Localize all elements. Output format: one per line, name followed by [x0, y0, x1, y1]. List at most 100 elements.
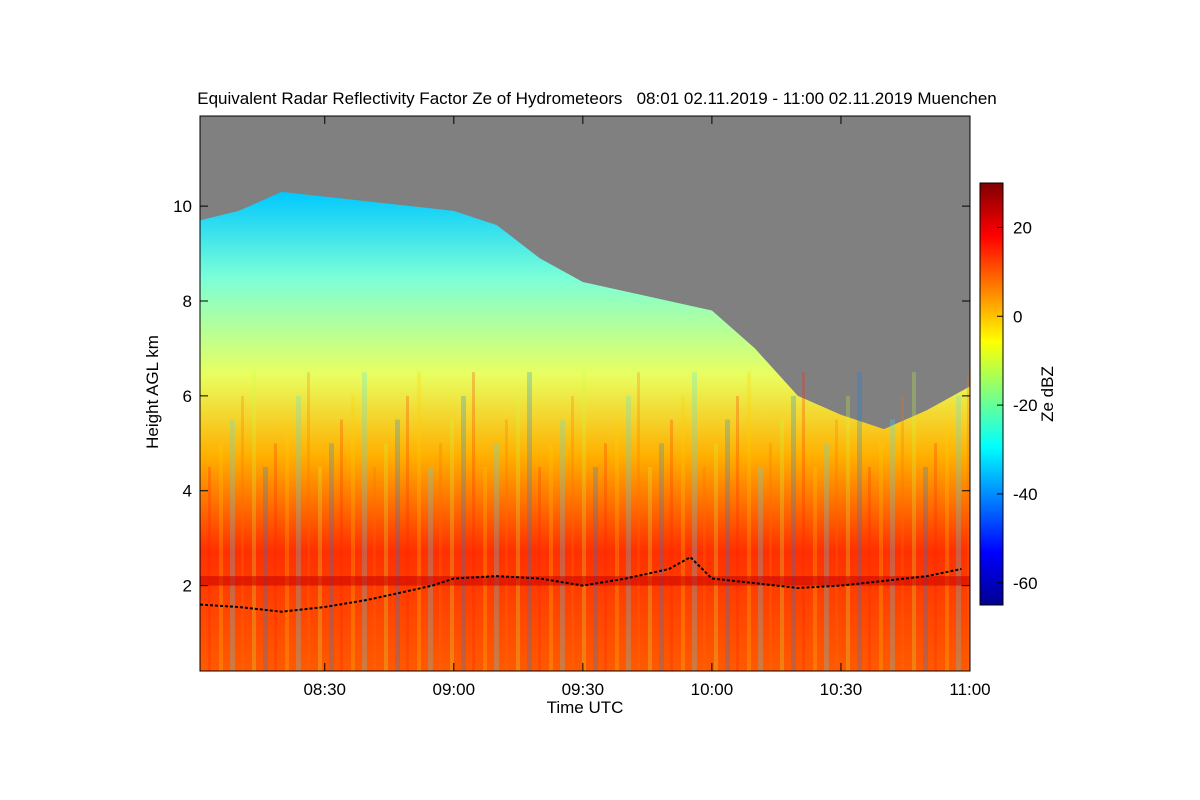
y-axis: 2 4 6 8 10	[173, 197, 970, 596]
fall-streak	[417, 372, 421, 671]
fall-streak	[362, 372, 367, 671]
fall-streak	[846, 395, 850, 671]
fall-streak	[857, 372, 862, 671]
x-axis-label: Time UTC	[547, 698, 624, 717]
fall-streak	[527, 372, 532, 671]
fall-streak	[813, 467, 817, 671]
fall-streak	[802, 372, 805, 671]
fall-streaks	[208, 372, 970, 671]
fall-streak	[604, 443, 607, 671]
colorbar-tick-label: -20	[1013, 396, 1038, 415]
x-tick-label: 10:00	[691, 680, 734, 699]
x-tick-label: 09:30	[562, 680, 605, 699]
fall-streak	[208, 467, 211, 671]
fall-streak	[791, 395, 796, 671]
fall-streak	[428, 467, 433, 671]
fall-streak	[538, 467, 541, 671]
fall-streak	[483, 467, 487, 671]
fall-streak	[670, 419, 673, 671]
fall-streak	[890, 419, 895, 671]
fall-streak	[395, 419, 400, 671]
fall-streak	[439, 443, 442, 671]
fall-streak	[296, 395, 301, 671]
y-tick-label: 8	[183, 292, 192, 311]
colorbar: -60 -40 -20 0 20 Ze dBZ	[979, 182, 1057, 606]
colorbar-tick-label: -60	[1013, 574, 1038, 593]
colorbar-label: Ze dBZ	[1038, 366, 1057, 422]
fall-streak	[626, 395, 631, 671]
fall-streak	[274, 443, 277, 671]
y-axis-label: Height AGL km	[143, 335, 162, 449]
fall-streak	[571, 395, 574, 671]
y-tick-label: 6	[183, 387, 192, 406]
fall-streak	[230, 419, 235, 671]
fall-streak	[912, 372, 916, 671]
fall-streak	[956, 395, 961, 671]
y-tick-label: 2	[183, 577, 192, 596]
bright-band	[200, 576, 970, 586]
fall-streak	[406, 395, 409, 671]
fall-streak	[714, 443, 718, 671]
fall-streak	[868, 467, 871, 671]
fall-streak	[549, 443, 553, 671]
fall-streak	[758, 467, 763, 671]
plot-frame	[199, 115, 971, 672]
fall-streak	[615, 419, 619, 671]
fall-streak	[318, 467, 322, 671]
fall-streak	[824, 443, 829, 671]
fall-streak	[747, 372, 751, 671]
x-tick-label: 10:30	[820, 680, 863, 699]
reflectivity-field	[200, 191, 970, 671]
fall-streak	[241, 395, 244, 671]
fall-streak	[263, 467, 268, 671]
fall-streak	[307, 372, 310, 671]
fall-streak	[252, 372, 256, 671]
y-tick-label: 4	[183, 482, 192, 501]
fall-streak	[934, 443, 937, 671]
fall-streak	[835, 419, 838, 671]
fall-streak	[901, 395, 904, 671]
fall-streak	[769, 443, 772, 671]
fall-streak	[692, 372, 697, 671]
fall-streak	[648, 467, 652, 671]
x-tick-label: 09:00	[433, 680, 476, 699]
fall-streak	[351, 395, 355, 671]
colorbar-tick-label: 20	[1013, 218, 1032, 237]
fall-streak	[384, 443, 388, 671]
fall-streak	[879, 443, 883, 671]
y-tick-label: 10	[173, 197, 192, 216]
fall-streak	[560, 419, 565, 671]
x-tick-label: 11:00	[949, 680, 990, 699]
fall-streak	[494, 443, 499, 671]
chart-title: Equivalent Radar Reflectivity Factor Ze …	[197, 89, 996, 108]
x-axis: 08:30 09:00 09:30 10:00 10:30 11:00	[303, 116, 991, 699]
fall-streak	[659, 443, 664, 671]
fall-streak	[516, 395, 520, 671]
fall-streak	[923, 467, 928, 671]
fall-streak	[472, 372, 475, 671]
fall-streak	[340, 419, 343, 671]
fall-streak	[329, 443, 334, 671]
colorbar-scale	[979, 182, 1004, 606]
fall-streak	[505, 419, 508, 671]
fall-streak	[582, 372, 586, 671]
colorbar-ticks: -60 -40 -20 0 20	[997, 218, 1038, 593]
fall-streak	[373, 467, 376, 671]
fall-streak	[637, 372, 640, 671]
fall-streak	[450, 419, 454, 671]
fall-streak	[285, 419, 289, 671]
fall-streak	[967, 372, 970, 671]
fall-streak	[593, 467, 598, 671]
x-tick-label: 08:30	[303, 680, 346, 699]
fall-streak	[945, 419, 949, 671]
fall-streak	[461, 395, 466, 671]
colorbar-tick-label: -40	[1013, 485, 1038, 504]
plot-area	[200, 116, 970, 671]
fall-streak	[681, 395, 685, 671]
fall-streak	[780, 419, 784, 671]
colorbar-tick-label: 0	[1013, 307, 1022, 326]
melting-layer-line	[200, 555, 962, 613]
fall-streak	[219, 443, 223, 671]
fall-streak	[703, 467, 706, 671]
